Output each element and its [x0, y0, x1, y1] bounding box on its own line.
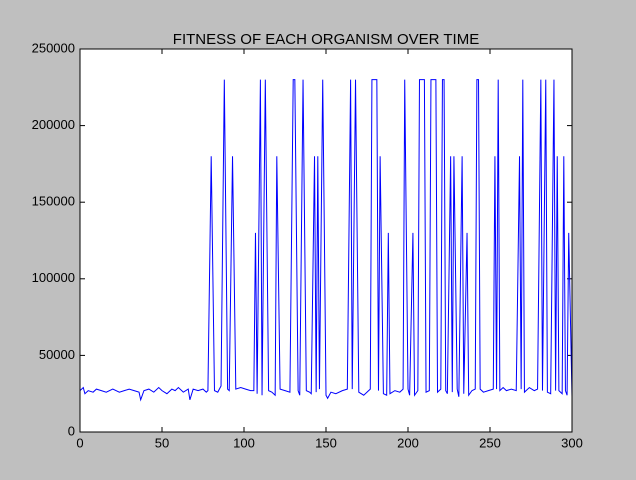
x-tick-label: 250 — [479, 435, 501, 450]
y-tick-label: 150000 — [32, 194, 75, 209]
y-tick-label: 0 — [68, 423, 75, 438]
x-tick-label: 0 — [76, 435, 83, 450]
y-tick-label: 100000 — [32, 270, 75, 285]
chart-title: FITNESS OF EACH ORGANISM OVER TIME — [173, 31, 479, 48]
x-tick-label: 50 — [155, 435, 169, 450]
x-tick-label: 200 — [397, 435, 419, 450]
plot-frame — [79, 48, 573, 433]
x-tick-label: 150 — [315, 435, 337, 450]
data-line — [79, 79, 573, 402]
x-tick-label: 100 — [233, 435, 255, 450]
x-tick-label: 300 — [561, 435, 583, 450]
y-tick-label: 50000 — [39, 347, 75, 362]
y-tick-label: 200000 — [32, 117, 75, 132]
y-tick-label: 250000 — [32, 40, 75, 55]
